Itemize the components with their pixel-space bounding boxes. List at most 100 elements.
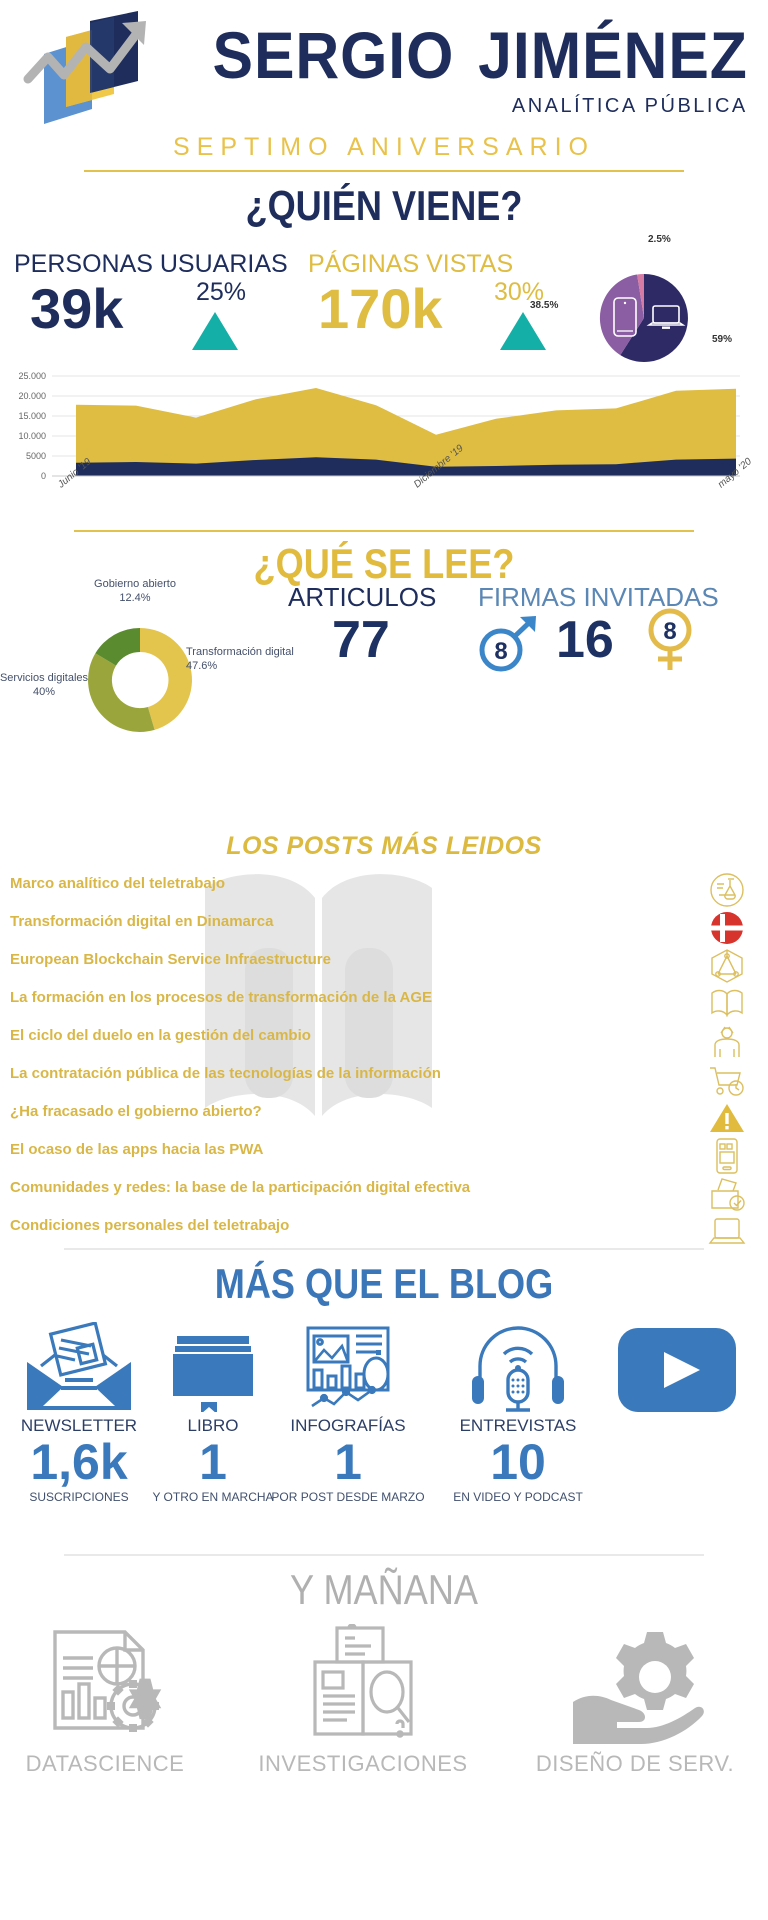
infografias-label: INFOGRAFÍAS — [290, 1416, 406, 1435]
post-list-item[interactable]: La formación en los procesos de transfor… — [0, 989, 768, 1027]
post-list-item[interactable]: La contratación pública de las tecnologí… — [0, 1065, 768, 1103]
donut-label-servicios-digitales: Servicios digitales 40% — [0, 672, 89, 698]
post-title[interactable]: European Blockchain Service Infraestruct… — [10, 951, 331, 968]
traffic-area-chart: 25.000 20.000 15.000 10.000 5000 0 Junio… — [0, 366, 768, 506]
cart-clock-icon — [706, 1061, 750, 1101]
device-pie-chart — [586, 266, 706, 371]
pages-value: 170k — [318, 277, 443, 340]
infographic-icon — [268, 1322, 428, 1412]
section-title-blog: MÁS QUE EL BLOG — [214, 1260, 554, 1307]
donut-label-gobierno-abierto: Gobierno abierto 12.4% — [94, 578, 176, 604]
diseno-serv-label: DISEÑO DE SERV. — [535, 1751, 735, 1776]
post-list-item[interactable]: Marco analítico del teletrabajo — [0, 873, 768, 913]
datascience-label: DATASCIENCE — [25, 1751, 185, 1776]
ytick-0: 0 — [40, 471, 46, 481]
libro-sub: Y OTRO EN MARCHA — [152, 1489, 274, 1504]
brand-first-name: SERGIO — [212, 18, 455, 92]
users-label: PERSONAS USUARIAS — [14, 250, 288, 278]
entrevistas-value: 10 — [490, 1434, 546, 1490]
brand-title: SERGIO JIMÉNEZ — [213, 17, 748, 93]
blog-col-newsletter: NEWSLETTER 1,6k SUSCRIPCIONES — [4, 1322, 154, 1504]
warning-triangle-icon — [706, 1099, 750, 1139]
grief-person-icon — [706, 1023, 750, 1063]
divider-gold-top — [84, 170, 684, 172]
pages-pct: 30% — [494, 278, 545, 306]
users-trend-up-icon — [192, 312, 238, 350]
anniversary-text: SEPTIMO ANIVERSARIO — [173, 133, 595, 161]
future-col-datascience: DATASCIENCE — [10, 1624, 200, 1777]
series-pages-views — [76, 388, 736, 476]
pie-label-tablet: 2.5% — [648, 234, 671, 245]
post-title[interactable]: El ciclo del duelo en la gestión del cam… — [10, 1027, 311, 1044]
divider-gold-mid — [74, 530, 694, 532]
section-title-future: Y MAÑANA — [289, 1566, 479, 1613]
articles-label: ARTICULOS — [288, 582, 437, 612]
metrics-row: PERSONAS USUARIAS 39k 25% PÁGINAS VISTAS… — [0, 234, 768, 362]
posts-inner: LOS POSTS MÁS LEIDOS Marco analítico del… — [0, 818, 768, 1255]
newsletter-sub: SUSCRIPCIONES — [29, 1489, 129, 1504]
guests-label: FIRMAS INVITADAS — [478, 582, 719, 612]
background-book-watermark-icon — [150, 858, 480, 1208]
hand-gear-icon — [573, 1632, 704, 1744]
post-list-item[interactable]: European Blockchain Service Infraestruct… — [0, 949, 768, 989]
pie-label-desktop: 59% — [712, 334, 733, 345]
entrevistas-label: ENTREVISTAS — [459, 1416, 577, 1435]
series-users — [76, 457, 736, 476]
post-title[interactable]: Transformación digital en Dinamarca — [10, 913, 274, 930]
post-title[interactable]: Comunidades y redes: la base de la parti… — [10, 1179, 471, 1196]
post-title[interactable]: El ocaso de las apps hacia las PWA — [10, 1141, 264, 1158]
newsletter-label: NEWSLETTER — [20, 1416, 138, 1435]
post-title[interactable]: La formación en los procesos de transfor… — [10, 989, 433, 1006]
post-title[interactable]: Marco analítico del teletrabajo — [10, 875, 226, 892]
female-count: 8 — [663, 618, 676, 645]
infografias-value: 1 — [334, 1434, 362, 1490]
users-value: 39k — [30, 277, 124, 340]
ytick-20000: 20.000 — [18, 391, 46, 401]
ytick-15000: 15.000 — [18, 411, 46, 421]
youtube-play-icon[interactable] — [618, 1328, 736, 1417]
denmark-flag-icon — [706, 909, 750, 949]
pie-label-mobile: 38.5% — [530, 300, 559, 311]
future-col-diseno-serv: DISEÑO DE SERV. — [520, 1624, 750, 1777]
post-title[interactable]: Condiciones personales del teletrabajo — [10, 1217, 290, 1234]
ytick-25000: 25.000 — [18, 371, 46, 381]
male-gender-icon: 8 — [479, 616, 536, 672]
blog-col-entrevistas: ENTREVISTAS 10 EN VIDEO Y PODCAST — [428, 1322, 608, 1504]
blog-col-libro: LIBRO 1 Y OTRO EN MARCHA — [148, 1322, 278, 1504]
post-list-item[interactable]: Comunidades y redes: la base de la parti… — [0, 1178, 768, 1217]
post-title[interactable]: ¿Ha fracasado el gobierno abierto? — [10, 1103, 262, 1120]
libro-label: LIBRO — [187, 1416, 239, 1435]
flask-chart-icon — [706, 871, 750, 911]
male-count: 8 — [494, 638, 507, 665]
document-gear-chart-icon — [53, 1630, 162, 1732]
blog-section: MÁS QUE EL BLOG NEWSLE — [0, 1260, 768, 1560]
brand-block: SERGIO JIMÉNEZ ANALÍTICA PÚBLICA — [166, 17, 768, 118]
mobile-app-icon — [706, 1137, 750, 1177]
divider-grey-blog — [64, 1248, 704, 1250]
read-section: Gobierno abierto 12.4% Servicios digitale… — [0, 578, 768, 818]
book-icon — [148, 1322, 278, 1412]
infografias-sub: POR POST DESDE MARZO — [271, 1489, 425, 1504]
post-list-item[interactable]: El ocaso de las apps hacia las PWA — [0, 1138, 768, 1179]
post-title[interactable]: La contratación pública de las tecnologí… — [10, 1065, 441, 1082]
newsletter-value: 1,6k — [30, 1434, 128, 1490]
page-header: SERGIO JIMÉNEZ ANALÍTICA PÚBLICA — [0, 0, 768, 135]
microphone-headset-icon — [428, 1322, 608, 1412]
laptop-icon — [706, 1213, 750, 1253]
top-posts-section: LOS POSTS MÁS LEIDOS Marco analítico del… — [0, 818, 768, 1244]
ballot-check-icon — [706, 1175, 750, 1215]
analytics-logo-icon — [14, 9, 166, 127]
post-list-item[interactable]: El ciclo del duelo en la gestión del cam… — [0, 1026, 768, 1065]
ytick-10000: 10.000 — [18, 431, 46, 441]
section-title-who: ¿QUIÉN VIENE? — [245, 182, 523, 229]
users-pct: 25% — [196, 278, 247, 306]
posts-section-title: LOS POSTS MÁS LEIDOS — [226, 832, 542, 860]
post-list-item[interactable]: Transformación digital en Dinamarca — [0, 912, 768, 951]
newsletter-envelope-icon — [4, 1322, 154, 1412]
pages-trend-up-icon — [500, 312, 546, 350]
brand-subtitle: ANALÍTICA PÚBLICA — [511, 95, 748, 117]
post-list-item[interactable]: Condiciones personales del teletrabajo — [0, 1217, 768, 1255]
post-list-item[interactable]: ¿Ha fracasado el gobierno abierto? — [0, 1103, 768, 1141]
area-chart-svg — [52, 375, 740, 477]
